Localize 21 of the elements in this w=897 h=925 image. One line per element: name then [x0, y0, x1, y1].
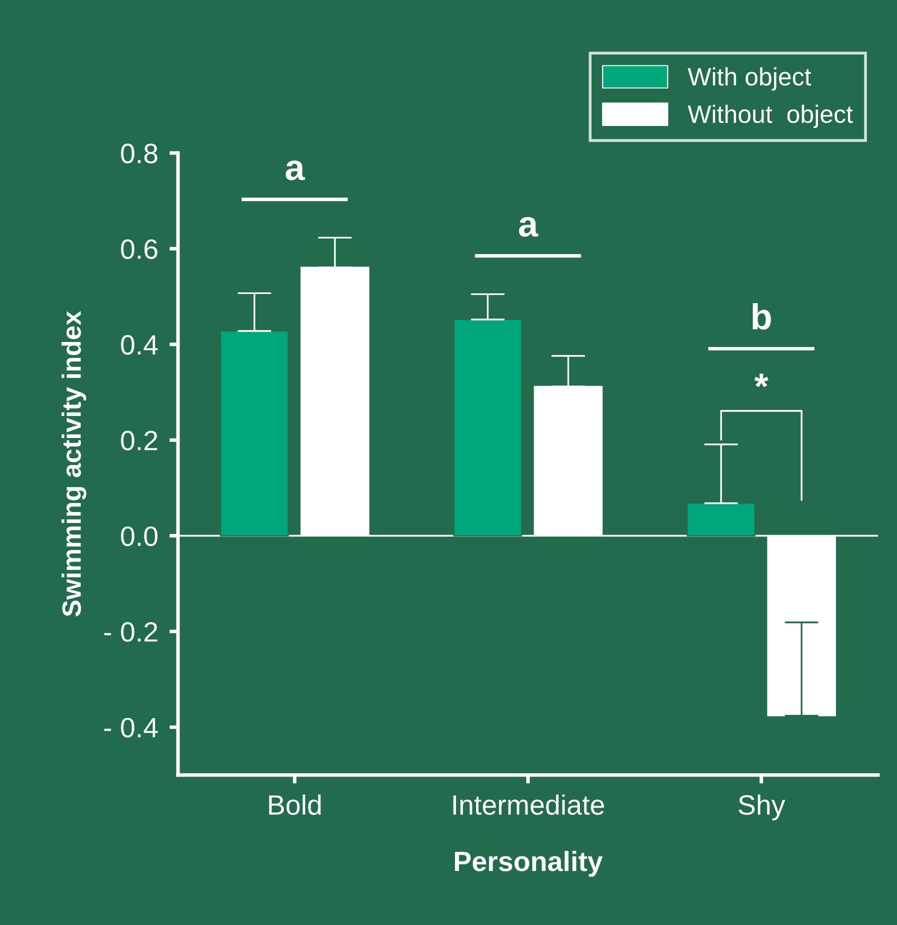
annotation: b — [752, 303, 771, 330]
y-tick-label: 0.8 — [121, 144, 158, 164]
y-tick-label: 0.0 — [121, 526, 158, 546]
bar — [220, 330, 289, 536]
legend-label: Without object — [688, 104, 853, 128]
y-axis-title: Swimming activity index — [62, 310, 86, 616]
bar — [686, 502, 756, 536]
x-tick-label: Bold — [269, 794, 321, 815]
annotation: a — [519, 216, 538, 237]
annotation: a — [286, 160, 305, 180]
annotation: * — [754, 374, 768, 388]
y-tick-label: 0.4 — [121, 335, 158, 355]
x-tick-label: Shy — [738, 794, 786, 820]
legend-label: With object — [688, 67, 812, 91]
y-tick-label: - 0.2 — [104, 622, 158, 642]
x-tick-label: Intermediate — [453, 794, 604, 815]
y-tick-label: 0.2 — [121, 430, 158, 450]
bar — [453, 318, 522, 536]
y-tick-label: - 0.4 — [104, 718, 158, 738]
x-axis-title: Personality — [454, 850, 603, 877]
y-tick-label: 0.6 — [121, 239, 158, 260]
